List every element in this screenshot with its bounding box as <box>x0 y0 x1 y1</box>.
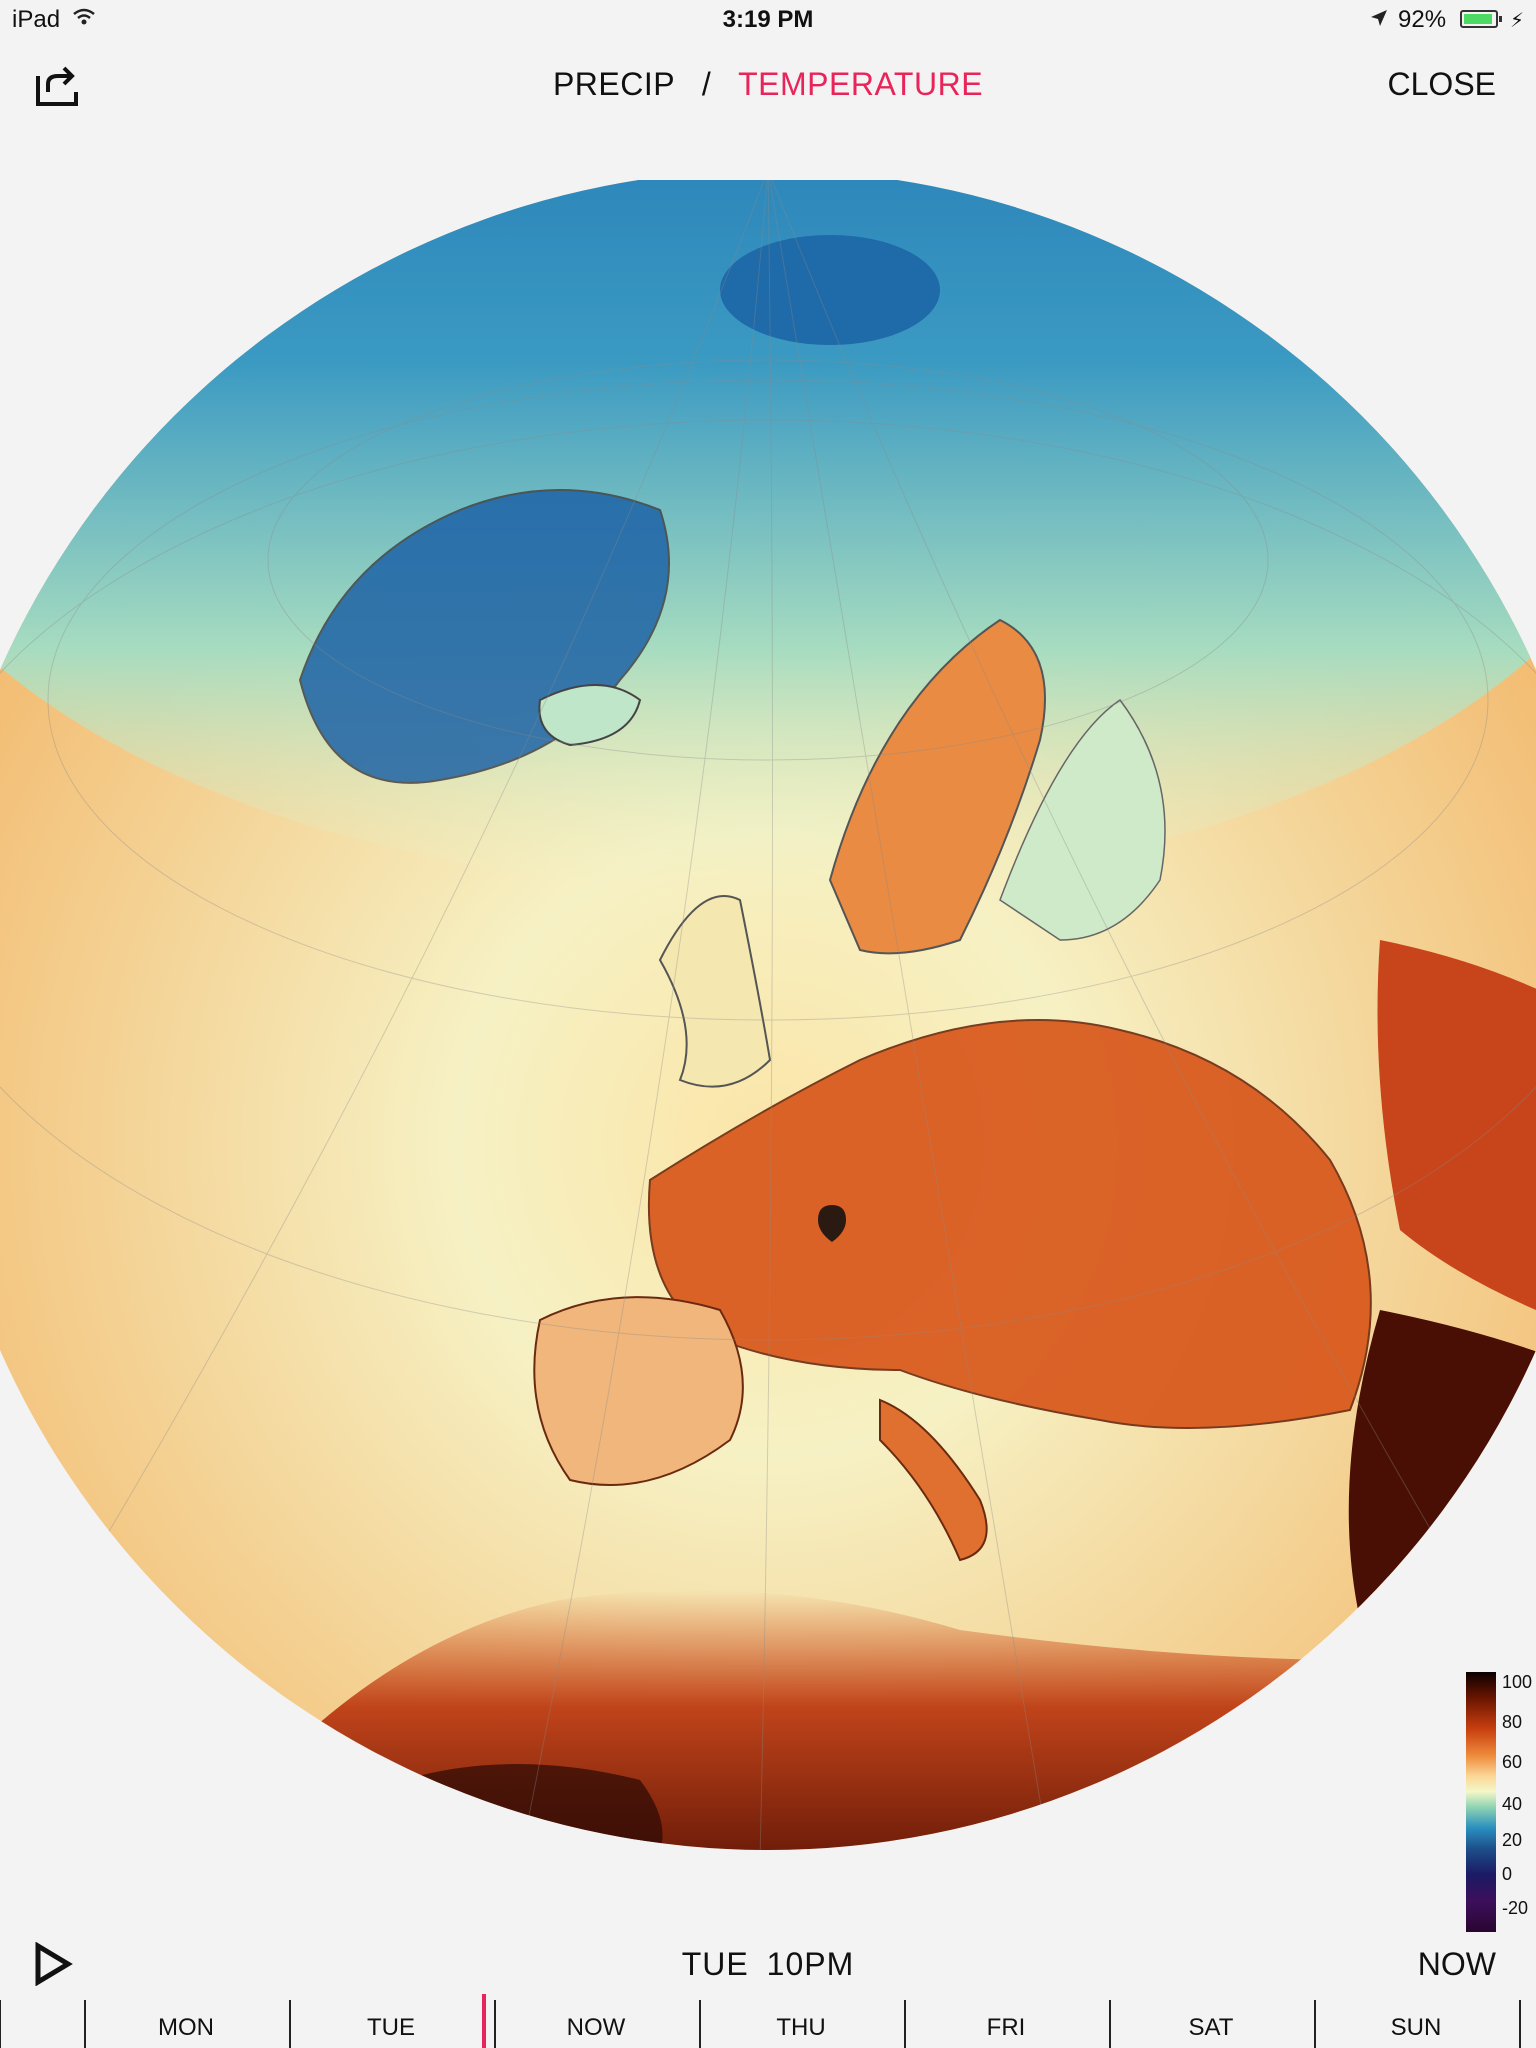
header: PRECIP / TEMPERATURE CLOSE <box>0 40 1536 120</box>
timeline-day-mon[interactable]: MON <box>158 2014 214 2041</box>
timeline-day-sat[interactable]: SAT <box>1188 2014 1234 2041</box>
legend-tick: 0 <box>1502 1864 1513 1884</box>
timeline-divider <box>1109 2000 1111 2048</box>
layer-separator: / <box>701 66 712 102</box>
timeline-divider <box>84 2000 86 2048</box>
status-time: 3:19 PM <box>722 6 814 33</box>
battery-icon <box>1460 10 1502 28</box>
device-name: iPad <box>12 6 61 33</box>
legend-tick: -20 <box>1502 1898 1529 1918</box>
legend-tick: 40 <box>1502 1794 1523 1814</box>
play-icon[interactable] <box>34 1942 74 1986</box>
timeline-day-sun[interactable]: SUN <box>1390 2014 1442 2041</box>
timeline-divider <box>494 2000 496 2048</box>
close-button[interactable]: CLOSE <box>1387 66 1496 102</box>
now-button[interactable]: NOW <box>1417 1946 1496 1982</box>
tab-temperature[interactable]: TEMPERATURE <box>738 66 984 102</box>
location-arrow-icon <box>1371 10 1387 26</box>
legend-color-bar <box>1466 1672 1496 1932</box>
timeline-day-tue[interactable]: TUE <box>367 2014 415 2041</box>
timeline-divider <box>1314 2000 1316 2048</box>
status-bar: iPad 3:19 PM 92% ⚡ <box>0 0 1536 40</box>
temperature-legend: 100 80 60 40 20 0 -20 <box>1466 1672 1536 1932</box>
timeline-divider <box>1519 2000 1521 2048</box>
share-icon[interactable] <box>34 62 80 108</box>
charging-bolt-icon: ⚡ <box>1510 10 1525 32</box>
timeline-day-thu[interactable]: THU <box>776 2014 826 2041</box>
timeline-day-fri[interactable]: FRI <box>986 2014 1026 2041</box>
current-time-label: TUE 10PM <box>681 1946 855 1982</box>
legend-tick: 60 <box>1502 1752 1523 1772</box>
legend-tick: 100 <box>1502 1672 1533 1692</box>
legend-tick: 80 <box>1502 1712 1523 1732</box>
layer-switch: PRECIP / TEMPERATURE <box>0 66 1536 103</box>
timeline-divider <box>699 2000 701 2048</box>
legend-tick: 20 <box>1502 1830 1523 1850</box>
battery-percent: 92% <box>1398 6 1447 33</box>
temperature-globe-map[interactable] <box>0 180 1536 1860</box>
location-pin-icon[interactable] <box>818 1205 846 1242</box>
wifi-icon <box>73 8 95 25</box>
timeline-scrubber[interactable]: MON TUE NOW THU FRI SAT SUN <box>0 1994 1536 2048</box>
tab-precip[interactable]: PRECIP <box>552 66 675 102</box>
timeline-divider <box>904 2000 906 2048</box>
timeline-divider <box>0 2000 1 2048</box>
timeline-cursor[interactable] <box>482 1994 486 2048</box>
timeline-day-now[interactable]: NOW <box>566 2014 626 2041</box>
timeline-divider <box>289 2000 291 2048</box>
